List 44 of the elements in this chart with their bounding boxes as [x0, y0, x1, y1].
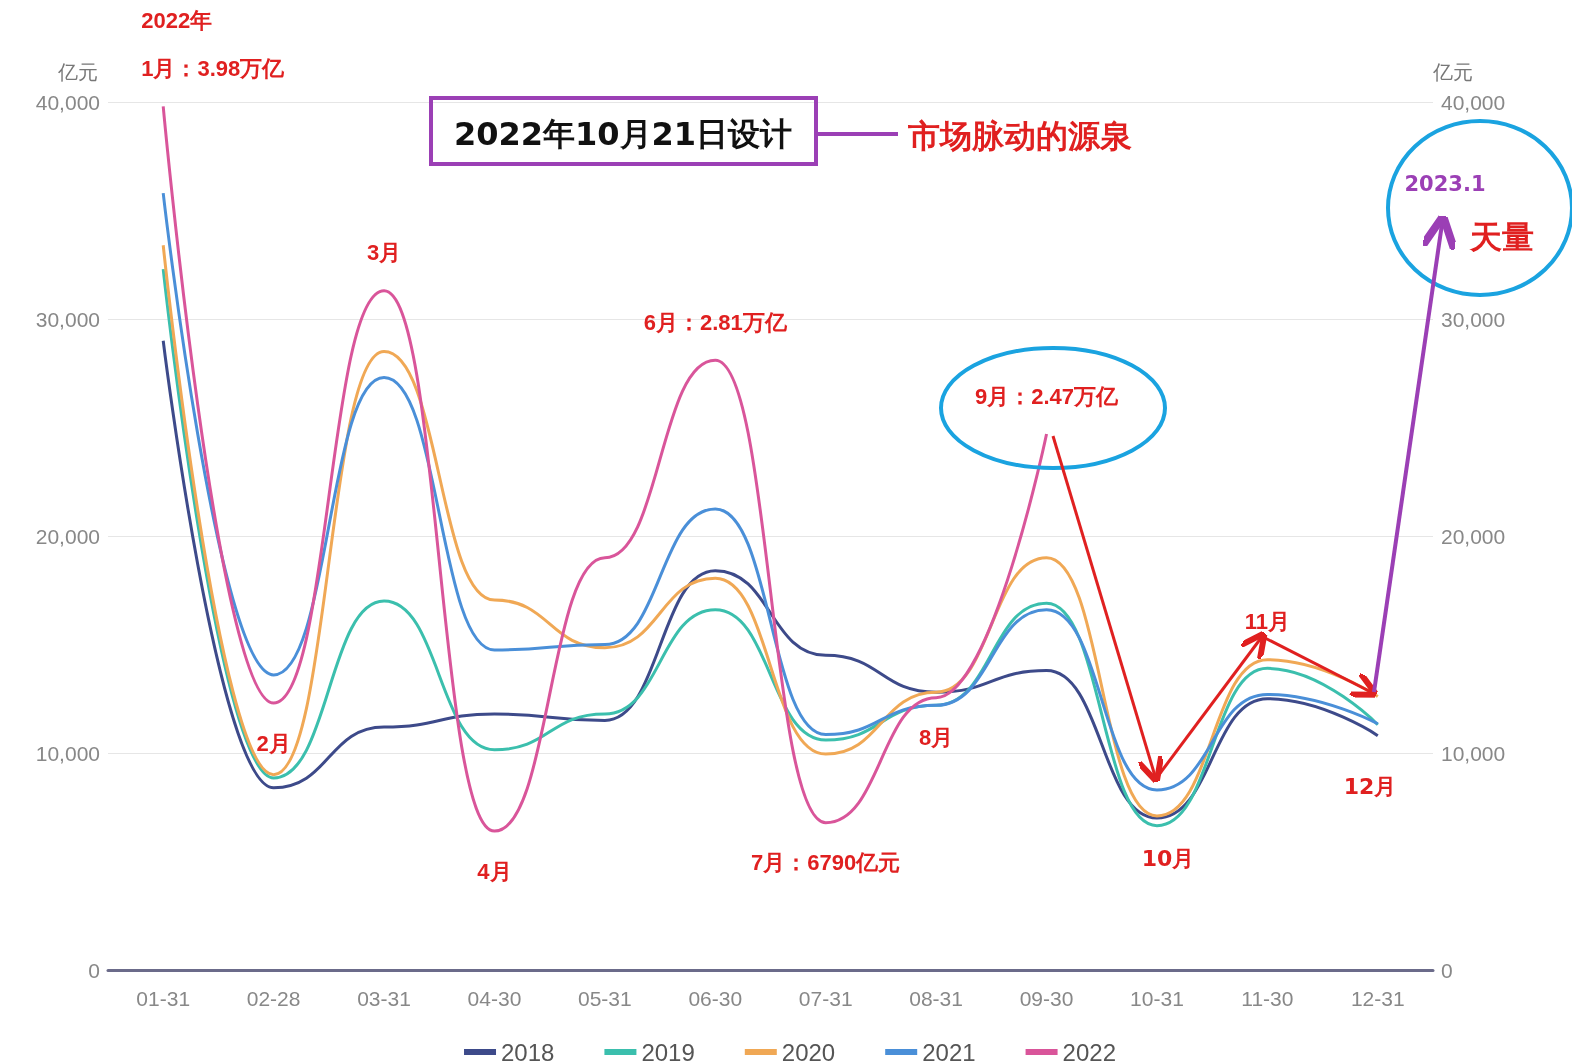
annotation: 2月: [256, 730, 291, 756]
annotation: 3月: [366, 240, 402, 266]
x-tick-label: 10-31: [1130, 987, 1184, 1010]
text: 天量: [1469, 218, 1534, 256]
x-tick-label: 06-30: [688, 987, 743, 1010]
x-tick-label: 09-30: [1019, 987, 1074, 1010]
y2-tick-label: 40,000: [1441, 90, 1506, 114]
annotation: 2022年 1月：3.98万亿: [141, 7, 286, 81]
x-tick-label: 11-30: [1241, 987, 1294, 1010]
legend-label: 2022: [1062, 1038, 1116, 1061]
x-tick-label: 07-31: [798, 987, 853, 1010]
annotation: 2023.1: [1404, 172, 1486, 196]
legend-label: 2020: [781, 1038, 836, 1061]
annotation: 2022年10月21日设计: [453, 115, 793, 153]
y-axis-title: 亿元: [57, 61, 98, 83]
x-tick-label: 04-30: [467, 987, 522, 1010]
legend-label: 2018: [501, 1038, 555, 1061]
y-tick-label: 0: [88, 958, 100, 982]
annotation: 8月: [919, 725, 954, 751]
legend-label: 2021: [922, 1038, 976, 1061]
y-tick-label: 20,000: [35, 524, 100, 548]
annotation: 4月: [477, 858, 512, 884]
y2-tick-label: 0: [1441, 958, 1453, 982]
x-tick-label: 05-31: [578, 987, 632, 1010]
annotation: 市场脉动的源泉: [907, 117, 1132, 155]
annotation: 10月: [1141, 846, 1195, 871]
annotation: 11月: [1244, 609, 1291, 635]
y2-tick-label: 10,000: [1441, 741, 1506, 765]
annotation: 9月：2.47万亿: [975, 383, 1120, 409]
annotation: 7月：6790亿元: [751, 850, 901, 876]
y2-axis-title: 亿元: [1432, 61, 1473, 83]
annotation: 6月：2.81万亿: [643, 309, 788, 335]
legend-label: 2019: [641, 1038, 695, 1061]
y2-tick-label: 20,000: [1441, 524, 1506, 548]
annotation: 12月: [1343, 774, 1397, 799]
y-tick-label: 10,000: [35, 741, 100, 765]
x-tick-label: 12-31: [1350, 987, 1405, 1010]
y-tick-label: 40,000: [35, 90, 100, 114]
x-tick-label: 02-28: [246, 987, 301, 1010]
x-tick-label: 08-31: [909, 987, 963, 1010]
y2-tick-label: 30,000: [1441, 307, 1506, 331]
x-tick-label: 01-31: [136, 987, 191, 1010]
x-tick-label: 03-31: [357, 987, 411, 1010]
y-tick-label: 30,000: [35, 307, 100, 331]
